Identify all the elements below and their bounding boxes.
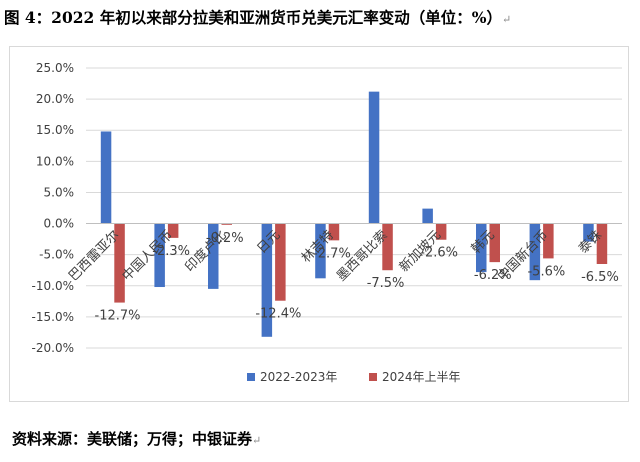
bar-2022-2023: [476, 223, 487, 273]
bar-2022-2023: [583, 223, 594, 242]
data-label: -12.7%: [95, 309, 141, 324]
category-label: 巴西雷亚尔: [66, 228, 123, 285]
data-label: -6.2%: [474, 268, 512, 283]
figure-title: 图 4：2022 年初以来部分拉美和亚洲货币兑美元汇率变动（单位：%）↵: [4, 6, 636, 28]
bar-2022-2023: [368, 91, 380, 224]
source-note: 资料来源：美联储；万得；中银证券↵: [12, 428, 261, 449]
y-tick-label: 20.0%: [36, 92, 74, 106]
bar-chart: -20.0% -15.0% -10.0% -5.0% 0.0% 5.0% 10.0% 15.0…: [32, 61, 622, 384]
bar-2022-2023: [261, 223, 273, 337]
data-label: -2.3%: [152, 244, 190, 259]
data-label: -5.6%: [527, 264, 565, 279]
bar-2024-h1: [489, 223, 500, 263]
y-tick-label: 0.0%: [44, 217, 75, 231]
data-label: -12.4%: [255, 307, 301, 322]
legend-label: 2022-2023年: [260, 370, 337, 384]
data-label: -2.7%: [313, 246, 351, 261]
y-tick-label: 10.0%: [36, 154, 74, 168]
y-tick-label: -20.0%: [32, 341, 74, 355]
data-label: -6.5%: [581, 270, 619, 285]
bar-2022-2023: [154, 223, 165, 288]
bar-2022-2023: [422, 208, 433, 224]
y-tick-label: -10.0%: [32, 279, 74, 293]
y-tick-label: -15.0%: [32, 310, 74, 324]
figure-title-text: 图 4：2022 年初以来部分拉美和亚洲货币兑美元汇率变动（单位：%）: [4, 8, 502, 27]
bar-2024-h1: [382, 223, 393, 271]
y-tick-label: 25.0%: [36, 61, 74, 75]
bar-2024-h1: [543, 223, 554, 259]
bar-2024-h1: [275, 223, 286, 301]
bar-2024-h1: [435, 223, 447, 240]
bar-2022-2023: [315, 223, 326, 279]
paragraph-mark-icon: ↵: [501, 13, 512, 26]
bar-2024-h1: [114, 223, 125, 303]
bar-2024-h1: [167, 223, 179, 238]
bar-2022-2023: [100, 131, 112, 224]
data-label: -2.6%: [420, 246, 458, 261]
y-tick-label: 5.0%: [44, 185, 75, 199]
data-label: -0.2%: [206, 231, 244, 246]
legend-swatch-2022-2023: [247, 373, 255, 381]
bar-2024-h1: [221, 223, 232, 225]
data-label: -7.5%: [367, 276, 405, 291]
chart-frame: -20.0% -15.0% -10.0% -5.0% 0.0% 5.0% 10.0% 15.0…: [9, 46, 629, 402]
y-tick-label: 15.0%: [36, 123, 74, 137]
y-tick-label: -5.0%: [39, 248, 74, 262]
legend-label: 2024年上半年: [382, 370, 461, 384]
paragraph-mark-icon: ↵: [252, 434, 262, 447]
legend-swatch-2024-h1: [369, 373, 377, 381]
bar-2024-h1: [596, 223, 608, 264]
bar-2022-2023: [529, 223, 541, 281]
bar-2022-2023: [208, 223, 219, 289]
bar-2024-h1: [328, 223, 340, 241]
source-note-text: 资料来源：美联储；万得；中银证券: [12, 430, 253, 448]
